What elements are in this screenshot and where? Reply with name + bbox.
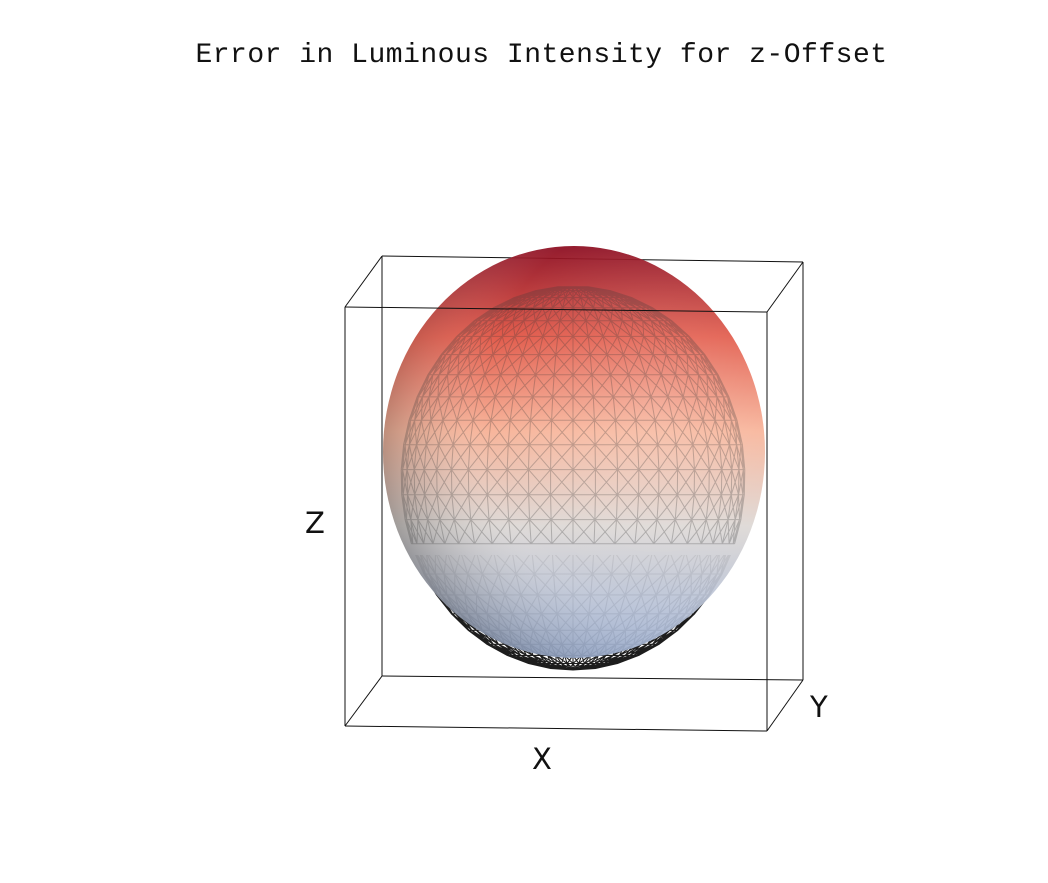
inner-sphere-mesh-upper (400, 286, 746, 545)
x-axis-label: X (532, 742, 552, 776)
y-axis-label: Y (810, 690, 828, 724)
bounding-box-front (344, 306, 768, 732)
z-axis-label: Z (305, 506, 325, 540)
outer-sphere-shading (383, 246, 765, 658)
mesh-lines (400, 286, 746, 545)
bounding-box-back (344, 255, 804, 732)
plot-title: Error in Luminous Intensity for z-Offset (195, 40, 888, 71)
